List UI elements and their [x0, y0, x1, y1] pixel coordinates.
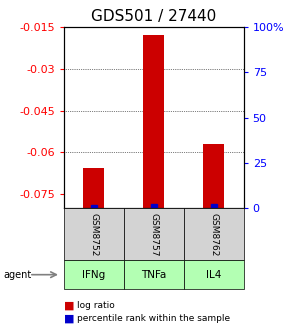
Text: agent: agent: [3, 270, 31, 280]
Bar: [83, 168, 104, 208]
Text: GSM8752: GSM8752: [89, 213, 98, 256]
Text: GSM8757: GSM8757: [149, 213, 158, 256]
Text: ■: ■: [64, 301, 74, 311]
Title: GDS501 / 27440: GDS501 / 27440: [91, 9, 216, 24]
Text: percentile rank within the sample: percentile rank within the sample: [77, 314, 230, 323]
Text: ■: ■: [64, 313, 74, 324]
Text: TNFa: TNFa: [141, 270, 166, 280]
Text: log ratio: log ratio: [77, 301, 115, 310]
Text: IL4: IL4: [206, 270, 221, 280]
Bar: [143, 35, 164, 208]
Text: GSM8762: GSM8762: [209, 213, 218, 256]
Text: IFNg: IFNg: [82, 270, 105, 280]
Bar: [203, 144, 224, 208]
